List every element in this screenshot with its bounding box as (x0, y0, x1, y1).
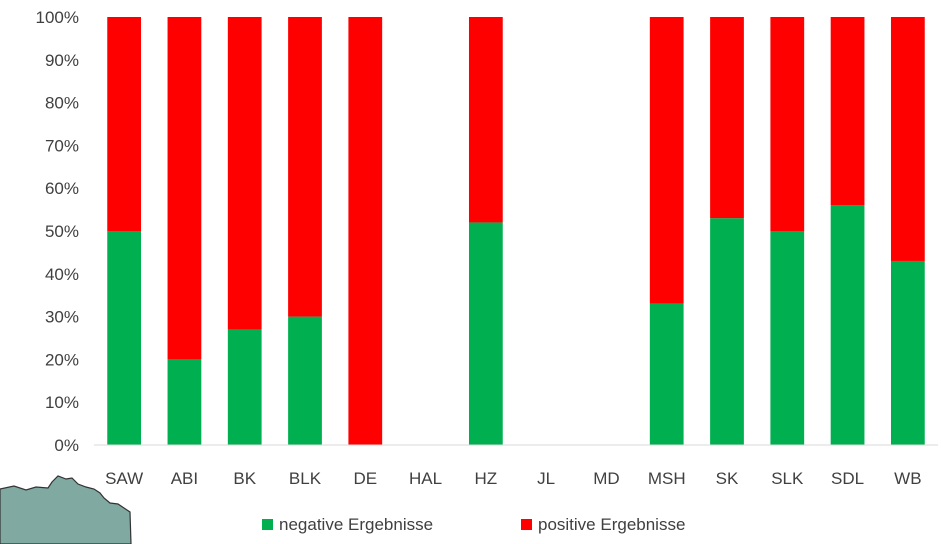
x-tick-label: SDL (831, 469, 864, 488)
bar-positive-BK (227, 17, 262, 330)
x-tick-label: ABI (171, 469, 198, 488)
bar-positive-SLK (770, 17, 805, 231)
x-tick-label: WB (894, 469, 921, 488)
y-tick-label: 50% (45, 222, 79, 241)
bar-positive-MSH (649, 17, 684, 304)
bar-negative-MSH (649, 303, 684, 445)
y-tick-label: 70% (45, 136, 79, 155)
y-tick-label: 0% (54, 436, 79, 455)
bar-positive-BLK (288, 17, 322, 317)
y-tick-label: 60% (45, 179, 79, 198)
legend: negative Ergebnisse positive Ergebnisse (262, 515, 685, 534)
bar-negative-ABI (167, 359, 202, 445)
bar-negative-SK (710, 218, 744, 445)
bar-negative-WB (890, 260, 925, 445)
x-tick-label: HAL (409, 469, 442, 488)
y-tick-label: 20% (45, 350, 79, 369)
y-tick-label: 40% (45, 265, 79, 284)
x-tick-label: BK (233, 469, 256, 488)
x-tick-label: HZ (475, 469, 498, 488)
bars-group (107, 17, 925, 445)
legend-label: negative Ergebnisse (279, 515, 433, 534)
x-tick-label: SK (716, 469, 739, 488)
bar-positive-SAW (107, 17, 142, 231)
legend-swatch (521, 519, 532, 530)
y-axis: 0% 10% 20% 30% 40% 50% 60% 70% 80% 90% 100% (36, 8, 79, 455)
y-tick-label: 100% (36, 8, 79, 27)
x-tick-label: MSH (648, 469, 686, 488)
y-tick-label: 90% (45, 51, 79, 70)
map-fragment-decoration (0, 475, 132, 544)
x-axis: SAW ABI BK BLK DE HAL HZ JL MD MSH SK SLK SDL WB (105, 469, 921, 488)
x-tick-label: MD (593, 469, 619, 488)
legend-swatch (262, 519, 273, 530)
y-tick-label: 30% (45, 308, 79, 327)
x-tick-label: SAW (105, 469, 143, 488)
y-tick-label: 80% (45, 94, 79, 113)
bar-positive-ABI (167, 17, 202, 360)
bar-positive-WB (890, 17, 925, 261)
bar-negative-SLK (770, 231, 805, 445)
bar-negative-BLK (288, 316, 322, 445)
legend-label: positive Ergebnisse (538, 515, 685, 534)
bar-negative-SDL (830, 205, 865, 445)
bar-negative-HZ (468, 222, 503, 445)
x-tick-label: BLK (289, 469, 322, 488)
bar-positive-SK (710, 17, 744, 219)
bar-negative-BK (227, 329, 262, 445)
x-tick-label: SLK (771, 469, 804, 488)
x-tick-label: JL (537, 469, 555, 488)
bar-positive-SDL (830, 17, 865, 206)
x-tick-label: DE (353, 469, 377, 488)
y-tick-label: 10% (45, 393, 79, 412)
bar-negative-SAW (107, 231, 142, 445)
bar-positive-DE (348, 17, 383, 445)
bar-positive-HZ (468, 17, 503, 223)
